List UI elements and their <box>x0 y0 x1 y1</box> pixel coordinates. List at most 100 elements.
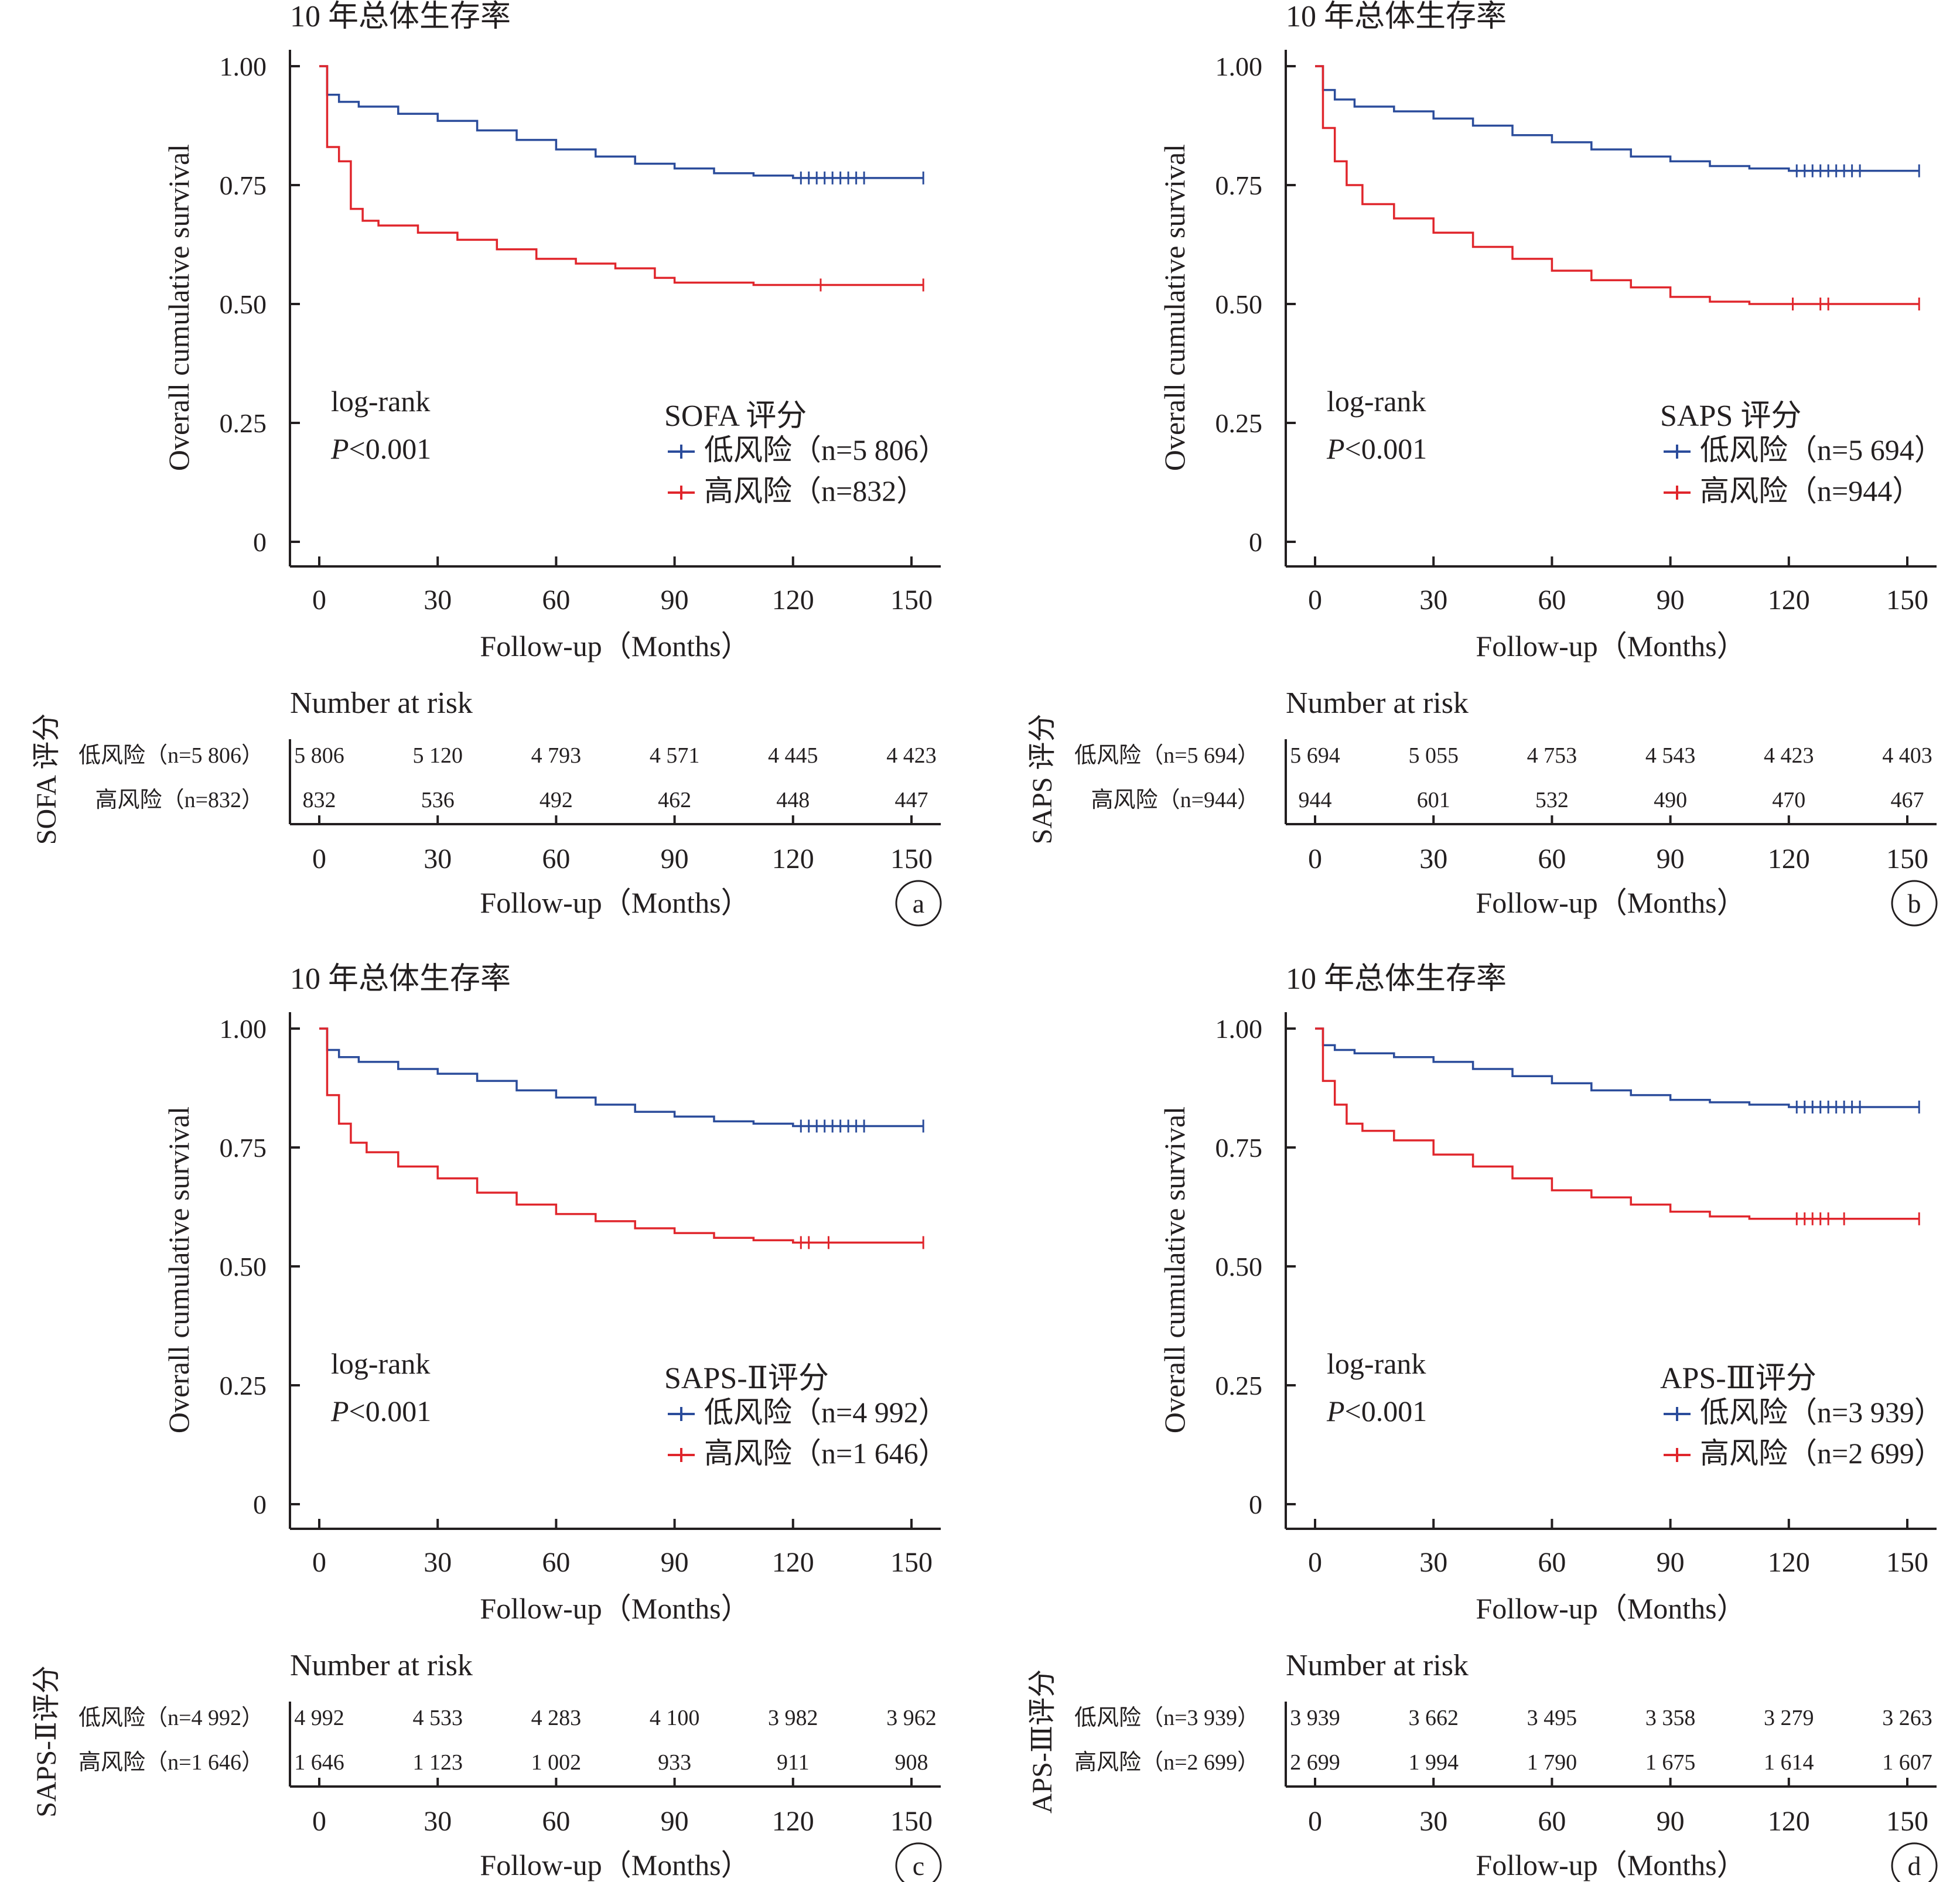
low-risk-survival-curve <box>319 1027 924 1128</box>
high-risk-n: （n=2 699） <box>1788 1437 1944 1470</box>
x-tick-label: 120 <box>772 585 814 616</box>
y-tick-label: 0.75 <box>220 170 267 200</box>
risk-count-high: 1 614 <box>1764 1750 1814 1775</box>
risk-low-name: 低风险 <box>78 1706 145 1730</box>
high-risk-legend-label: 高风险（n=944） <box>1700 474 1921 507</box>
risk-low-name: 低风险 <box>1074 743 1141 768</box>
risk-count-high: 1 790 <box>1527 1750 1577 1775</box>
y-tick-label: 0.50 <box>220 1252 267 1282</box>
y-tick-label: 0.75 <box>220 1133 267 1163</box>
risk-x-tick-label: 60 <box>1538 843 1566 875</box>
risk-x-tick-label: 150 <box>890 1806 933 1837</box>
risk-x-tick-label: 90 <box>661 843 689 875</box>
risk-low-name: 低风险 <box>1074 1706 1141 1730</box>
x-tick-label: 30 <box>1419 585 1447 616</box>
legend-title: SAPS 评分 <box>1660 399 1801 433</box>
x-tick-label: 150 <box>1886 1547 1928 1578</box>
high-risk-name: 高风险 <box>704 474 792 507</box>
p-letter: P <box>330 432 349 465</box>
risk-row-high-label: 高风险（n=832） <box>95 788 264 812</box>
risk-count-low: 4 543 <box>1645 743 1696 768</box>
x-tick-label: 150 <box>1886 585 1928 616</box>
p-value-label: P<0.001 <box>330 432 431 465</box>
x-tick-label: 60 <box>542 585 570 616</box>
p-value-label: P<0.001 <box>330 1395 431 1427</box>
risk-x-tick-label: 90 <box>1657 1806 1685 1837</box>
risk-count-high: 447 <box>895 788 928 812</box>
risk-count-low: 3 662 <box>1408 1706 1459 1730</box>
risk-count-low: 4 992 <box>294 1706 344 1730</box>
x-axis-label: Follow-up（Months） <box>480 1592 750 1625</box>
risk-count-low: 4 283 <box>531 1706 582 1730</box>
y-tick-label: 0 <box>1249 527 1262 557</box>
risk-x-tick-label: 120 <box>1768 843 1810 875</box>
risk-high-n: （n=944） <box>1158 788 1259 812</box>
p-letter: P <box>1326 1395 1345 1427</box>
x-tick-label: 30 <box>424 1547 452 1578</box>
p-value: <0.001 <box>349 1395 432 1427</box>
high-risk-n: （n=944） <box>1788 474 1921 507</box>
risk-table-title: Number at risk <box>290 1649 473 1682</box>
risk-high-n: （n=2 699） <box>1141 1750 1259 1775</box>
risk-count-low: 3 939 <box>1290 1706 1340 1730</box>
risk-count-high: 1 994 <box>1408 1750 1459 1775</box>
risk-high-name: 高风险 <box>95 788 162 812</box>
risk-count-high: 601 <box>1417 788 1450 812</box>
high-risk-n: （n=1 646） <box>792 1437 948 1470</box>
y-tick-label: 0 <box>253 527 267 557</box>
y-tick-label: 0 <box>1249 1490 1262 1519</box>
x-axis-label: Follow-up（Months） <box>1476 1592 1746 1625</box>
km-panel-b: 10 年总体生存率 1.00 0.75 0.50 0.25 0 0 30 60 90 120 150 O… <box>1027 0 1944 927</box>
risk-row-high-label: 高风险（n=944） <box>1091 788 1259 812</box>
low-risk-n: （n=5 806） <box>792 433 948 466</box>
risk-count-high: 470 <box>1772 788 1805 812</box>
risk-x-tick-label: 0 <box>1308 1806 1322 1837</box>
risk-count-low: 3 263 <box>1882 1706 1932 1730</box>
risk-count-low: 3 962 <box>886 1706 937 1730</box>
low-risk-survival-curve <box>1315 1027 1920 1108</box>
risk-count-low: 4 100 <box>650 1706 700 1730</box>
risk-count-high: 1 646 <box>294 1750 344 1775</box>
y-tick-label: 1.00 <box>220 52 267 81</box>
y-tick-label: 0.75 <box>1215 170 1263 200</box>
risk-count-low: 5 694 <box>1290 743 1340 768</box>
risk-x-tick-label: 30 <box>1419 1806 1447 1837</box>
p-value: <0.001 <box>349 432 432 465</box>
risk-low-n: （n=5 694） <box>1141 743 1259 768</box>
risk-table-score-label: SAPS-Ⅱ评分 <box>31 1665 62 1817</box>
y-tick-label: 0.25 <box>220 408 267 438</box>
risk-count-low: 3 279 <box>1764 1706 1814 1730</box>
risk-count-high: 911 <box>777 1750 810 1775</box>
x-tick-label: 0 <box>312 1547 326 1578</box>
risk-x-tick-label: 120 <box>1768 1806 1810 1837</box>
risk-low-name: 低风险 <box>78 743 145 768</box>
low-risk-legend-label: 低风险（n=5 806） <box>704 433 948 466</box>
x-axis-label: Follow-up（Months） <box>1476 630 1746 662</box>
risk-x-tick-label: 150 <box>890 843 933 875</box>
y-tick-label: 0.25 <box>1215 408 1263 438</box>
risk-x-tick-label: 0 <box>312 1806 326 1837</box>
low-risk-name: 低风险 <box>704 433 792 466</box>
panel-title: 10 年总体生存率 <box>290 962 511 996</box>
risk-count-high: 1 675 <box>1645 1750 1696 1775</box>
panel-title: 10 年总体生存率 <box>1286 962 1507 996</box>
x-tick-label: 60 <box>542 1547 570 1578</box>
y-tick-label: 1.00 <box>1215 52 1263 81</box>
low-risk-n: （n=5 694） <box>1788 433 1944 466</box>
risk-x-tick-label: 30 <box>424 843 452 875</box>
legend-title: SOFA 评分 <box>664 399 807 433</box>
legend-title: APS-Ⅲ评分 <box>1660 1362 1816 1395</box>
y-axis-label: Overall cumulative survival <box>162 1106 195 1433</box>
x-tick-label: 60 <box>1538 1547 1566 1578</box>
risk-x-tick-label: 60 <box>542 1806 570 1837</box>
high-risk-survival-curve <box>319 1027 924 1244</box>
logrank-label: log-rank <box>331 1347 430 1380</box>
risk-count-high: 832 <box>303 788 336 812</box>
risk-row-high-label: 高风险（n=2 699） <box>1074 1750 1259 1775</box>
risk-count-low: 4 571 <box>650 743 700 768</box>
risk-count-low: 5 806 <box>294 743 344 768</box>
low-risk-legend-label: 低风险（n=5 694） <box>1700 433 1944 466</box>
x-tick-label: 0 <box>1308 585 1322 616</box>
p-value-label: P<0.001 <box>1326 1395 1427 1427</box>
